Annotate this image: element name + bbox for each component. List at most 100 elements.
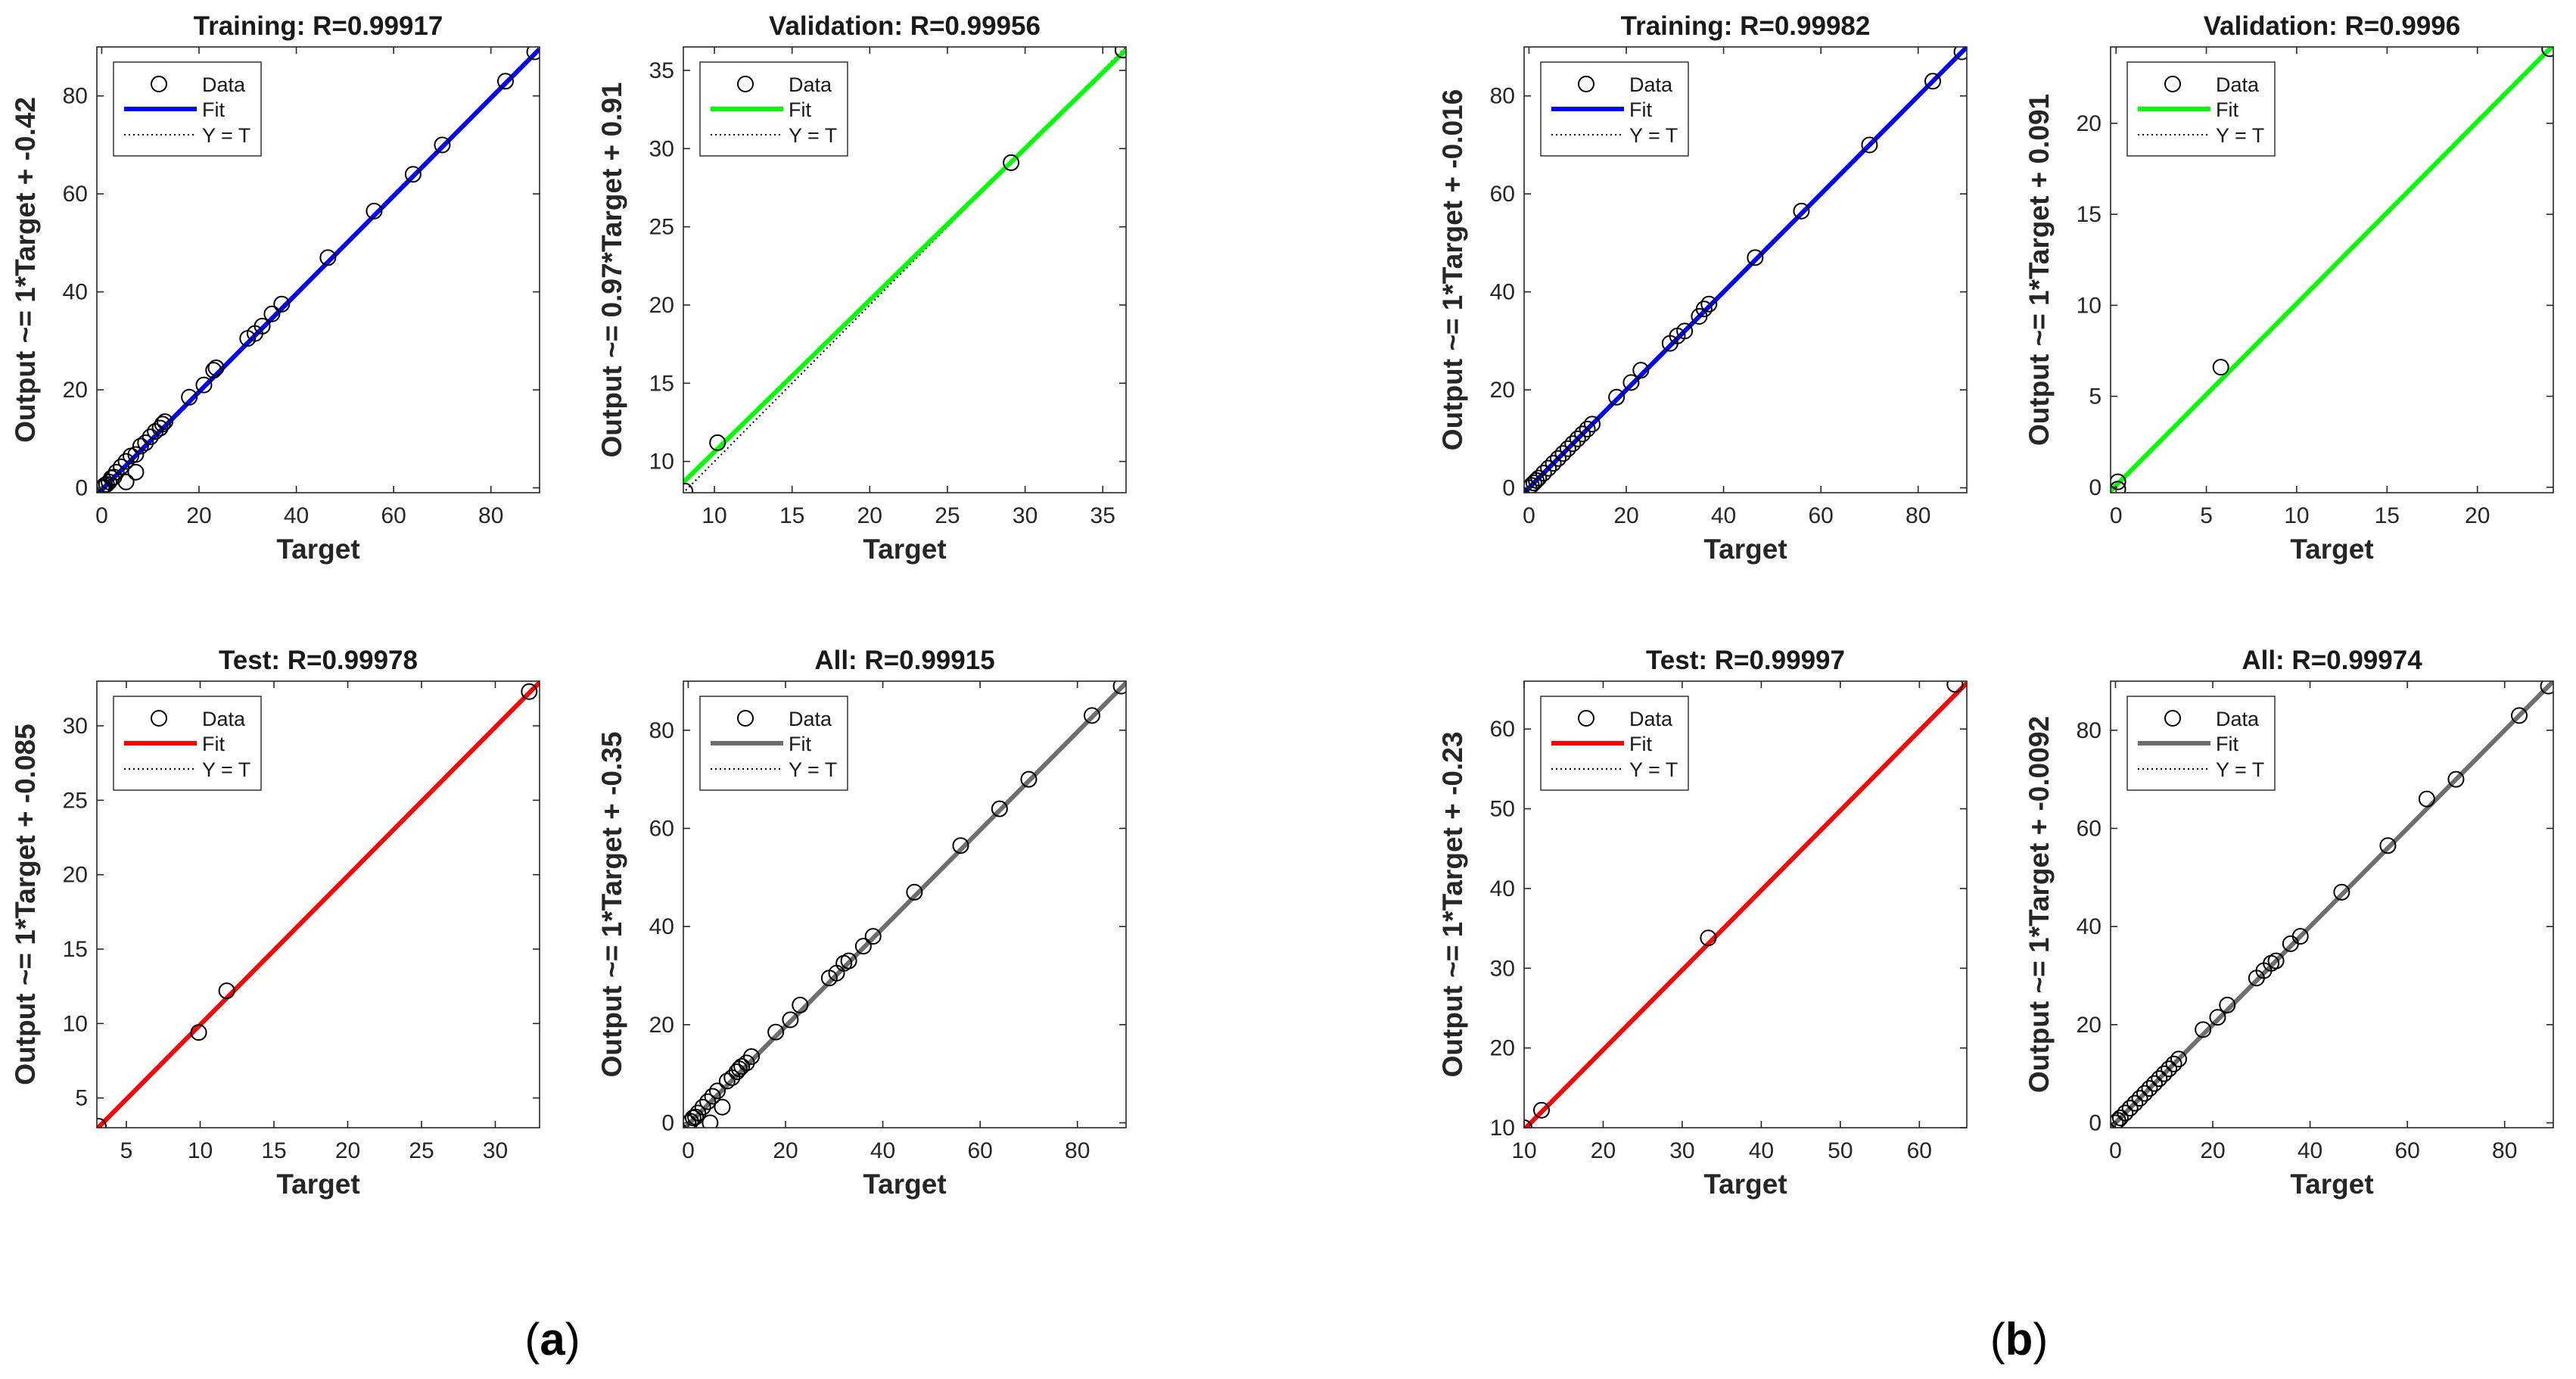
x-tick-label: 10 [188, 1138, 213, 1163]
axes-box [96, 46, 540, 493]
y-tick-label: 80 [2077, 718, 2102, 743]
data-point [2209, 1009, 2226, 1026]
data-point [2170, 1051, 2187, 1068]
fit-line [683, 681, 1126, 1128]
data-point [1569, 430, 1586, 447]
data-point [2131, 1090, 2148, 1107]
data-point [704, 1088, 721, 1105]
data-point [854, 938, 872, 955]
legend-label-data: Data [2216, 73, 2260, 96]
data-point [714, 1098, 731, 1116]
data-point [2161, 1060, 2178, 1078]
data-point [2151, 1070, 2168, 1088]
data-point [1574, 425, 1591, 443]
data-point [840, 952, 857, 970]
x-tick-label: 50 [1828, 1138, 1853, 1163]
legend-label-fit: Fit [202, 733, 225, 755]
x-tick-label: 60 [1808, 503, 1833, 528]
legend-data-marker [2164, 710, 2181, 727]
panel-label-a-text: a [540, 1314, 565, 1365]
legend-label-identity: Y = T [789, 124, 837, 147]
legend-data-marker [151, 76, 167, 92]
data-point [154, 416, 171, 433]
y-tick-label: 20 [1490, 1036, 1515, 1061]
chart-title: Training: R=0.99982 [1621, 11, 1871, 41]
x-tick-label: 15 [261, 1138, 286, 1163]
legend-data-marker [737, 710, 754, 727]
x-tick-label: 0 [95, 503, 108, 528]
legend-data-marker [1578, 710, 1594, 727]
data-point [2540, 681, 2553, 695]
data-point [2418, 790, 2435, 808]
data-point [906, 883, 923, 901]
y-tick-label: 25 [63, 788, 88, 813]
plot-content [1524, 47, 1967, 493]
axes-box [96, 680, 540, 1128]
legend-label-fit: Fit [2216, 98, 2238, 121]
data-point [2379, 837, 2397, 854]
data-point [792, 996, 809, 1013]
legend-label-identity: Y = T [202, 124, 250, 147]
y-tick-label: 60 [1490, 717, 1515, 742]
data-point [2111, 1114, 2124, 1128]
y-tick-label: 30 [649, 136, 674, 161]
legend-label-identity: Y = T [789, 758, 837, 781]
data-point [526, 47, 540, 61]
legend-label-fit: Fit [1629, 733, 1652, 755]
data-point [1564, 435, 1582, 453]
plot-content [2111, 681, 2553, 1128]
data-point [702, 1114, 719, 1128]
y-tick-label: 80 [1490, 84, 1515, 109]
data-point [127, 446, 145, 463]
data-point [2145, 1075, 2163, 1092]
y-tick-label: 20 [649, 293, 674, 318]
plot-content [97, 681, 540, 1128]
panel-label-a: (a) [524, 1314, 580, 1365]
legend-label-data: Data [1629, 708, 1673, 730]
legend-label-data: Data [1629, 73, 1673, 96]
chart-title: All: R=0.99974 [2242, 646, 2422, 675]
data-point [117, 473, 135, 490]
y-axis-label: Output ~= 1*Target + -0.085 [10, 724, 41, 1085]
x-tick-label: 10 [702, 503, 726, 528]
data-point [1535, 465, 1552, 482]
fit-line [1524, 681, 1967, 1128]
data-point [97, 1118, 107, 1128]
data-point [190, 1024, 207, 1041]
regression-panels: 0 20 40 60 80 0 20 40 60 80 Training: R=0.99917 Tar… [10, 11, 2554, 1200]
x-axis-label: Target [2290, 1169, 2373, 1200]
x-tick-label: 25 [935, 503, 960, 528]
data-point [157, 413, 173, 431]
y-tick-label: 35 [649, 58, 674, 83]
data-point [2195, 1021, 2212, 1038]
data-point [1946, 681, 1964, 693]
legend-label-data: Data [202, 73, 246, 96]
x-tick-label: 60 [2394, 1138, 2419, 1163]
data-point [1550, 450, 1566, 467]
data-point [497, 73, 514, 90]
data-point [1747, 249, 1764, 266]
plot-content [2111, 47, 2553, 493]
data-point [1020, 770, 1038, 788]
legend-data-marker [151, 710, 167, 727]
x-tick-label: 30 [1013, 503, 1038, 528]
y-axis-label: Output ~= 1*Target + -0.0092 [2024, 716, 2055, 1093]
data-point [1579, 420, 1596, 437]
x-tick-label: 40 [2298, 1138, 2322, 1163]
data-point [2447, 770, 2465, 788]
legend-label-fit: Fit [202, 98, 225, 121]
y-tick-label: 0 [1502, 476, 1515, 501]
regression-panel-b-1: 0 20 40 60 80 0 20 40 60 80 Training: R=0.99982 Tar… [1437, 11, 1968, 565]
data-point [864, 928, 882, 945]
data-point [2126, 1094, 2144, 1112]
data-point [767, 1023, 785, 1041]
x-tick-label: 25 [409, 1138, 434, 1163]
